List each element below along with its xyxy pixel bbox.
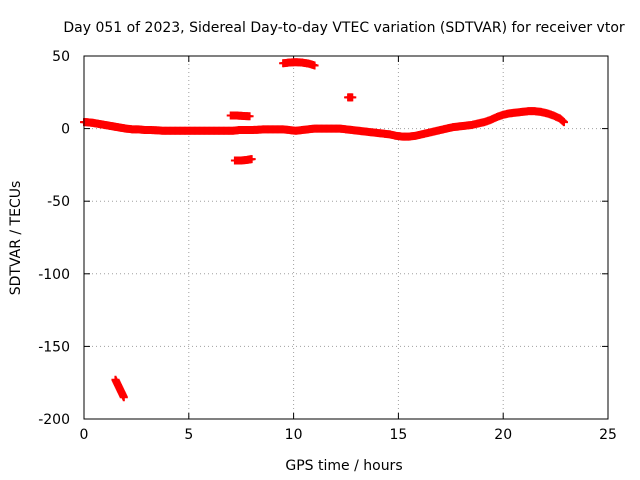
series-isolated-point (344, 93, 357, 102)
y-tick-label: 0 (61, 122, 70, 138)
plot-frame (83, 55, 609, 420)
y-tick-label: -150 (38, 339, 70, 355)
data-point (559, 118, 568, 127)
data-point (348, 93, 357, 102)
tick-labels: 0 5 10 15 20 25 50 0 -50 -100 -150 -200 (38, 49, 617, 443)
x-tick-label: 0 (80, 427, 89, 443)
series-upper-arc (279, 58, 319, 70)
series-main-trend (80, 107, 568, 141)
chart-title: Day 051 of 2023, Sidereal Day-to-day VTE… (63, 20, 625, 36)
x-tick-label: 20 (494, 427, 512, 443)
series-short-segment-low (230, 155, 256, 165)
x-tick-label: 25 (599, 427, 617, 443)
y-tick-label: -200 (38, 412, 70, 428)
data-point (310, 61, 319, 70)
x-axis-label: GPS time / hours (285, 458, 402, 474)
y-tick-label: 50 (52, 49, 70, 65)
series-low-outliers (111, 375, 128, 402)
data-point (119, 393, 128, 402)
y-axis-label: SDTVAR / TECUs (8, 181, 24, 296)
x-tick-label: 15 (389, 427, 407, 443)
data-point (247, 155, 256, 164)
series-short-segment-high (226, 111, 254, 121)
data-points (80, 58, 568, 402)
y-tick-label: -50 (47, 194, 70, 210)
x-tick-label: 5 (184, 427, 193, 443)
data-point (245, 112, 254, 121)
y-tick-label: -100 (38, 267, 70, 283)
x-tick-label: 10 (285, 427, 303, 443)
